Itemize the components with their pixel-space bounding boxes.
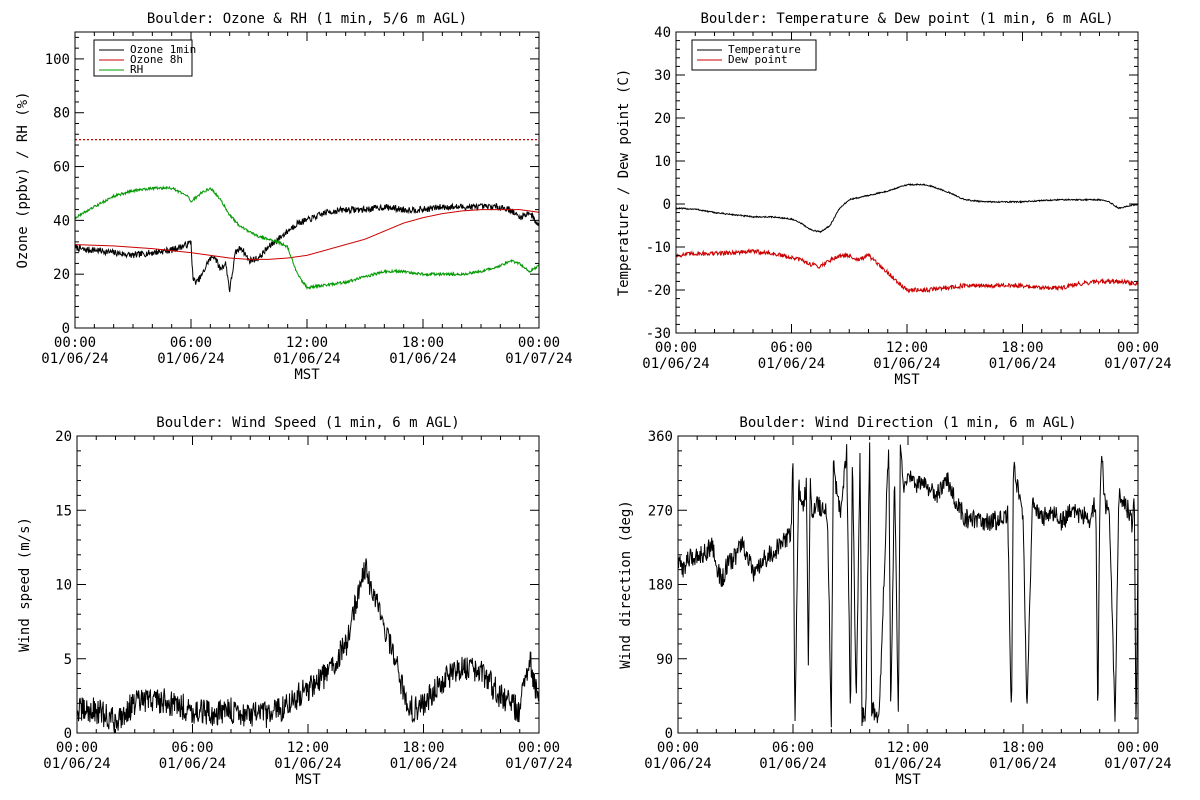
x-tick-time: 06:00: [171, 740, 213, 756]
x-tick-date: 01/06/24: [273, 351, 340, 367]
series-line-2: [75, 209, 539, 260]
legend-entry: RH: [130, 63, 143, 76]
x-tick-time: 00:00: [518, 335, 560, 351]
series-line-1: [678, 442, 1138, 728]
x-axis-label: MST: [295, 772, 321, 788]
y-tick-label: 0: [64, 726, 72, 742]
legend-entry: Ozone 8h: [130, 53, 183, 66]
x-tick-time: 00:00: [1117, 740, 1159, 756]
x-tick-date: 01/07/24: [505, 756, 572, 772]
y-axis-label: Temperature / Dew point (C): [616, 69, 632, 297]
x-tick-time: 12:00: [887, 740, 929, 756]
y-tick-label: 40: [53, 213, 70, 229]
x-axis-label: MST: [895, 772, 921, 788]
x-tick-date: 01/07/24: [1104, 756, 1171, 772]
chart-title: Boulder: Wind Speed (1 min, 6 m AGL): [156, 415, 459, 431]
x-tick-date: 01/06/24: [274, 756, 341, 772]
chart-panel-1: Boulder: Ozone & RH (1 min, 5/6 m AGL) 0 2…: [15, 11, 573, 383]
series-line-1: [75, 202, 539, 293]
x-axis-label: MST: [894, 372, 920, 388]
y-axis-label: Wind direction (deg): [618, 500, 634, 669]
x-tick-time: 00:00: [54, 335, 96, 351]
legend-entry: Temperature: [728, 43, 801, 56]
y-tick-label: 20: [654, 111, 671, 127]
y-tick-label: 20: [55, 429, 72, 445]
x-tick-time: 18:00: [1001, 340, 1043, 356]
x-tick-time: 18:00: [402, 335, 444, 351]
x-tick-time: 12:00: [886, 340, 928, 356]
x-tick-time: 18:00: [402, 740, 444, 756]
x-axis-label: MST: [294, 367, 320, 383]
x-tick-date: 01/06/24: [157, 351, 224, 367]
x-tick-date: 01/06/24: [41, 351, 108, 367]
x-tick-date: 01/06/24: [758, 356, 825, 372]
y-axis-label: Wind speed (m/s): [17, 517, 33, 652]
x-tick-date: 01/06/24: [43, 756, 110, 772]
y-tick-label: 10: [55, 578, 72, 594]
y-tick-label: 60: [53, 160, 70, 176]
y-tick-label: 5: [64, 652, 72, 668]
x-tick-date: 01/06/24: [873, 356, 940, 372]
x-tick-time: 06:00: [770, 340, 812, 356]
chart-title: Boulder: Temperature & Dew point (1 min,…: [700, 11, 1113, 27]
y-axis-label: Ozone (ppbv) / RH (%): [15, 91, 31, 268]
legend-entry: Dew point: [728, 53, 788, 66]
x-tick-date: 01/06/24: [642, 356, 709, 372]
x-tick-date: 01/06/24: [389, 351, 456, 367]
x-tick-date: 01/06/24: [759, 756, 826, 772]
y-tick-label: 0: [62, 321, 70, 337]
x-tick-time: 00:00: [657, 740, 699, 756]
y-tick-label: 270: [648, 503, 673, 519]
y-tick-label: 90: [656, 652, 673, 668]
chart-panel-4: Boulder: Wind Direction (1 min, 6 m AGL)…: [618, 415, 1172, 788]
x-tick-time: 00:00: [655, 340, 697, 356]
series-line-2: [676, 248, 1138, 294]
y-tick-label: -30: [646, 326, 671, 342]
x-tick-time: 06:00: [772, 740, 814, 756]
x-tick-date: 01/07/24: [1104, 356, 1171, 372]
x-tick-time: 00:00: [518, 740, 560, 756]
x-tick-time: 00:00: [56, 740, 98, 756]
x-tick-date: 01/06/24: [989, 356, 1056, 372]
x-tick-date: 01/06/24: [390, 756, 457, 772]
legend-entry: Ozone 1min: [130, 43, 196, 56]
x-tick-date: 01/06/24: [159, 756, 226, 772]
chart-title: Boulder: Ozone & RH (1 min, 5/6 m AGL): [147, 11, 467, 27]
y-tick-label: 0: [665, 726, 673, 742]
x-tick-date: 01/06/24: [874, 756, 941, 772]
x-tick-date: 01/07/24: [505, 351, 572, 367]
y-tick-label: 80: [53, 106, 70, 122]
y-tick-label: 10: [654, 154, 671, 170]
x-tick-date: 01/06/24: [989, 756, 1056, 772]
y-tick-label: 0: [663, 197, 671, 213]
series-line-1: [676, 183, 1138, 234]
series-line-1: [77, 558, 539, 733]
x-tick-time: 18:00: [1002, 740, 1044, 756]
y-tick-label: -20: [646, 283, 671, 299]
y-tick-label: 15: [55, 503, 72, 519]
y-tick-label: 40: [654, 25, 671, 41]
x-tick-time: 12:00: [286, 335, 328, 351]
series-line-3: [75, 185, 539, 291]
x-tick-time: 12:00: [287, 740, 329, 756]
chart-panel-2: Boulder: Temperature & Dew point (1 min,…: [616, 11, 1172, 388]
y-tick-label: 100: [45, 52, 70, 68]
plot-frame: [675, 31, 1139, 334]
y-tick-label: -10: [646, 240, 671, 256]
plot-frame: [677, 435, 1139, 734]
x-tick-time: 00:00: [1117, 340, 1159, 356]
chart-panel-3: Boulder: Wind Speed (1 min, 6 m AGL) 0 5 10…: [17, 415, 573, 788]
x-tick-date: 01/06/24: [644, 756, 711, 772]
chart-title: Boulder: Wind Direction (1 min, 6 m AGL): [739, 415, 1076, 431]
x-tick-time: 06:00: [170, 335, 212, 351]
y-tick-label: 360: [648, 429, 673, 445]
y-tick-label: 180: [648, 578, 673, 594]
y-tick-label: 20: [53, 267, 70, 283]
y-tick-label: 30: [654, 68, 671, 84]
